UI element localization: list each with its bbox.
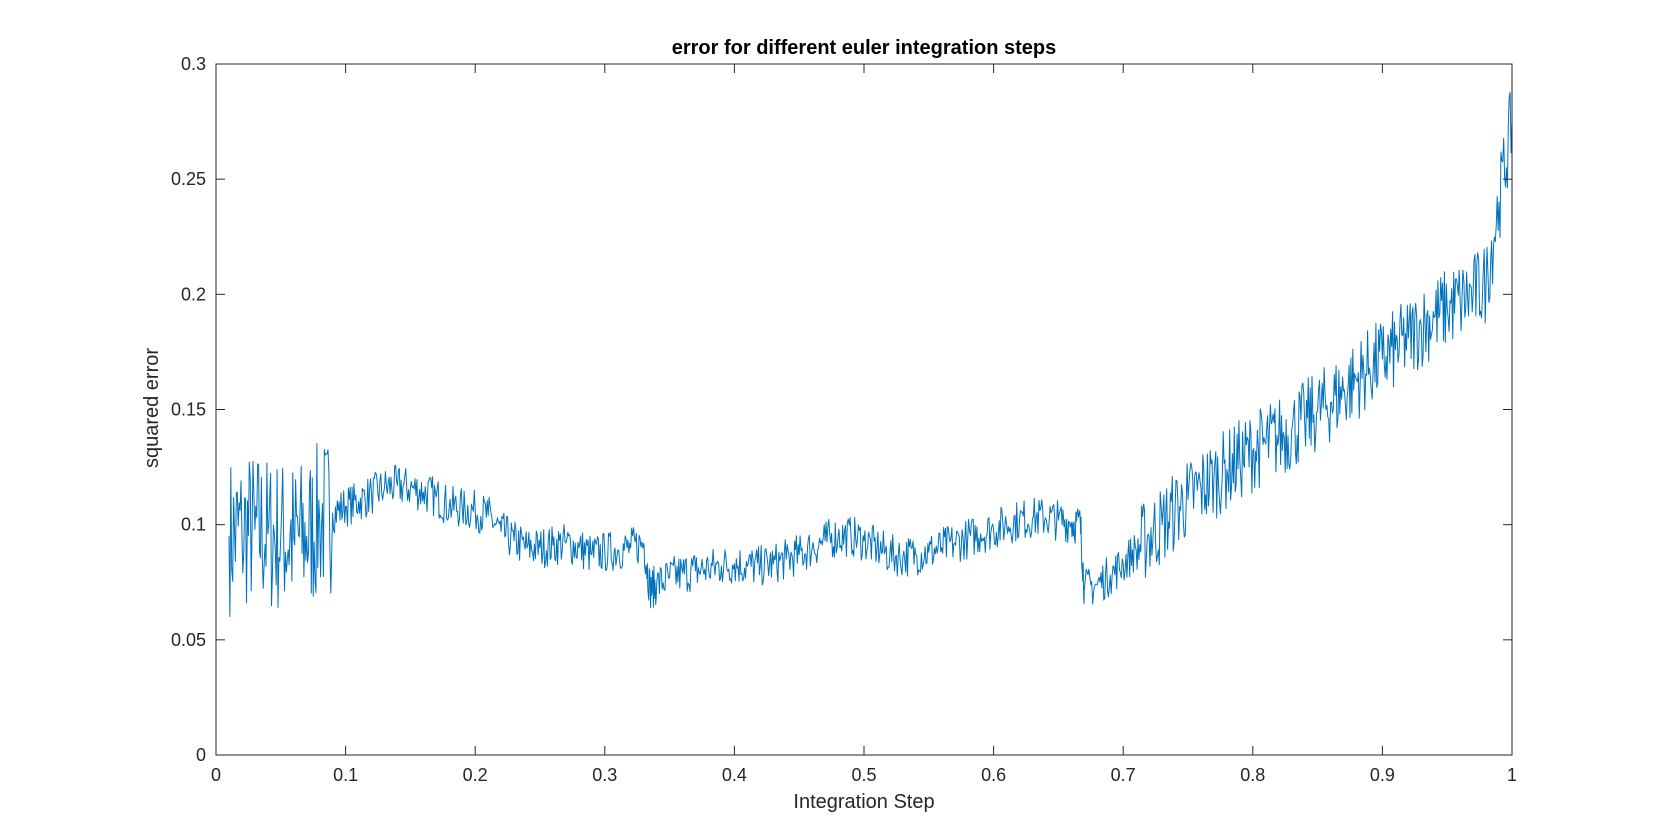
x-tick-label: 0 — [211, 765, 221, 785]
series-line — [228, 91, 1513, 617]
x-tick-label: 0.1 — [333, 765, 358, 785]
y-tick-label: 0.05 — [171, 630, 206, 650]
y-tick-label: 0 — [196, 745, 206, 765]
y-tick-label: 0.1 — [181, 515, 206, 535]
x-tick-label: 0.9 — [1370, 765, 1395, 785]
x-tick-label: 0.8 — [1240, 765, 1265, 785]
x-axis-label: Integration Step — [793, 791, 934, 813]
plot-area — [216, 64, 1512, 755]
x-tick-label: 0.3 — [592, 765, 617, 785]
x-tick-label: 1 — [1507, 765, 1517, 785]
y-tick-label: 0.25 — [171, 169, 206, 189]
x-tick-label: 0.2 — [463, 765, 488, 785]
y-tick-label: 0.15 — [171, 400, 206, 420]
x-tick-label: 0.4 — [722, 765, 747, 785]
series-layer — [228, 91, 1513, 617]
plot-background — [216, 64, 1512, 755]
y-axis-label: squared error — [141, 348, 163, 468]
x-tick-label: 0.6 — [981, 765, 1006, 785]
chart-title: error for different euler integration st… — [672, 37, 1057, 59]
ticks-layer: 0 0.1 0.2 0.3 0.4 0.5 0.6 0.7 0.8 0.9 1 0 0.05 0.1 0.1… — [171, 54, 1517, 785]
x-tick-label: 0.5 — [851, 765, 876, 785]
y-tick-label: 0.3 — [181, 54, 206, 74]
labels-layer: error for different euler integration st… — [141, 37, 1056, 813]
y-tick-label: 0.2 — [181, 284, 206, 304]
x-tick-label: 0.7 — [1111, 765, 1136, 785]
